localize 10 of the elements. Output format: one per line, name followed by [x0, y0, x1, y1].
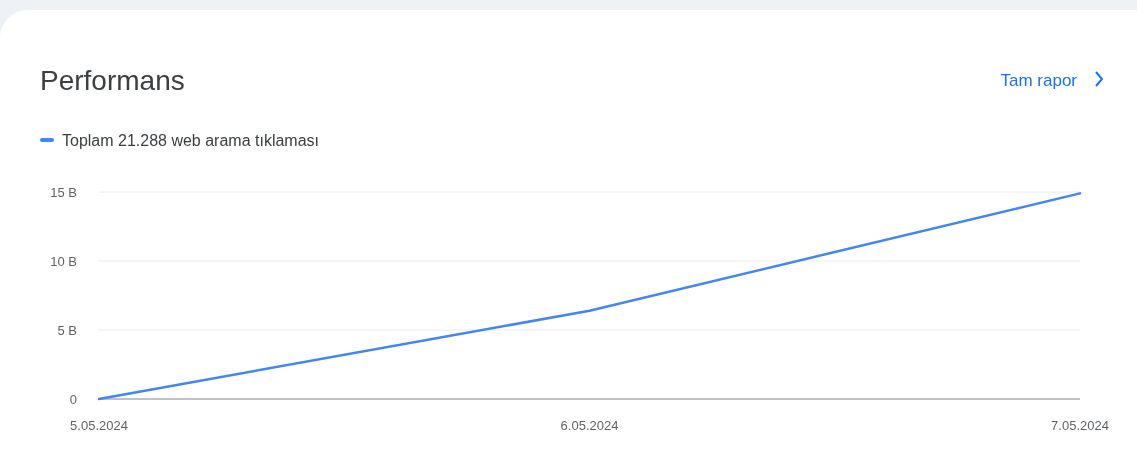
chart-title: Performans — [40, 65, 185, 96]
text: Tam rapor — [1000, 71, 1078, 90]
legend-label: Toplam 21.288 web arama tıklaması — [62, 132, 320, 149]
x-tick-label: 7.05.2024 — [1051, 418, 1109, 433]
y-tick-label: 10 B — [50, 253, 77, 269]
x-tick-label: 6.05.2024 — [560, 418, 619, 433]
y-tick-label: 0 — [69, 391, 77, 407]
y-tick-label: 5 B — [57, 322, 77, 338]
x-tick-label: 5.05.2024 — [70, 418, 128, 433]
y-tick-label: 15 B — [50, 184, 77, 200]
